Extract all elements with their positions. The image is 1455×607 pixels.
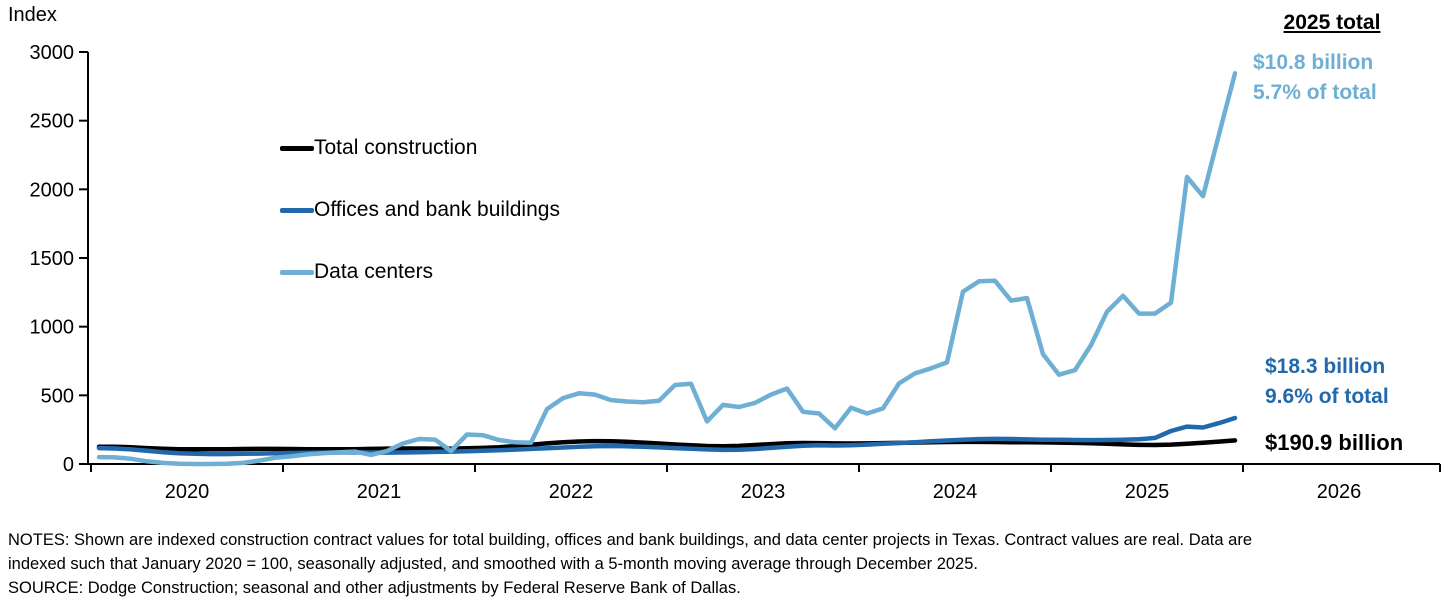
annotation-data-centers-value: $10.8 billion: [1253, 51, 1374, 74]
legend-label: Offices and bank buildings: [314, 198, 560, 221]
legend-item-total-construction: Total construction: [280, 136, 560, 160]
annotation-offices-value: $18.3 billion: [1265, 355, 1386, 378]
line-chart-canvas: 0 500 1000 1500 2000 2500 3000 2020 2021 2022 2023…: [30, 42, 1441, 503]
x-tick-label: 2023: [741, 481, 786, 503]
y-axis-unit-label: Index: [8, 4, 57, 26]
x-tick-label: 2022: [549, 481, 594, 503]
x-tick-label: 2024: [933, 481, 978, 503]
annotation-data-centers-share: 5.7% of total: [1253, 81, 1377, 104]
x-tick-label: 2021: [357, 481, 402, 503]
y-tick-label: 3000: [30, 42, 75, 64]
notes-line: indexed such that January 2020 = 100, se…: [8, 555, 978, 573]
x-tick-label: 2025: [1125, 481, 1170, 503]
annotation-2025-total-header: 2025 total: [1283, 11, 1381, 34]
y-tick-label: 0: [63, 454, 74, 476]
y-tick-label: 2500: [30, 111, 75, 133]
annotation-data-centers: $10.8 billion 5.7% of total: [1253, 48, 1377, 108]
y-tick-label: 2000: [30, 179, 75, 201]
y-tick-label: 500: [41, 385, 74, 407]
annotation-total-value: $190.9 billion: [1265, 430, 1404, 455]
notes-line: SOURCE: Dodge Construction; seasonal and…: [8, 579, 741, 597]
notes-line: NOTES: Shown are indexed construction co…: [8, 531, 1253, 549]
legend-label: Total construction: [314, 136, 478, 159]
series-line-total-construction: [96, 438, 1238, 452]
legend-swatch-total-construction: [280, 145, 314, 151]
x-tick-label: 2020: [165, 481, 210, 503]
legend-swatch-data-centers: [280, 269, 314, 275]
legend-item-offices: Offices and bank buildings: [280, 198, 560, 222]
notes-block: NOTES: Shown are indexed construction co…: [8, 528, 1455, 600]
legend-label: Data centers: [314, 260, 434, 283]
annotation-offices: $18.3 billion 9.6% of total: [1265, 352, 1389, 412]
annotation-offices-share: 9.6% of total: [1265, 385, 1389, 408]
legend-swatch-offices: [280, 207, 314, 213]
series-line-data-centers: [96, 71, 1238, 467]
y-tick-label: 1500: [30, 248, 75, 270]
legend-item-data-centers: Data centers: [280, 260, 560, 284]
legend: Total construction Offices and bank buil…: [280, 136, 560, 322]
y-tick-label: 1000: [30, 317, 75, 339]
series-line-offices-and-bank-buildings: [96, 415, 1238, 457]
x-tick-label: 2026: [1317, 481, 1362, 503]
